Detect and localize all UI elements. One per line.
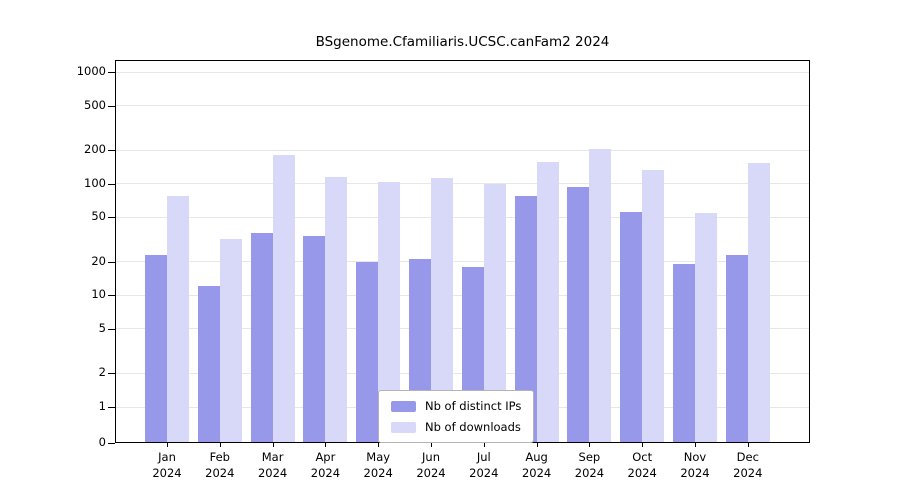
y-axis-tick-mark xyxy=(108,105,115,107)
y-axis-tick-label: 1000 xyxy=(76,64,106,78)
legend-swatch-ips xyxy=(391,400,416,412)
legend-label-ips: Nb of distinct IPs xyxy=(425,399,522,413)
y-axis-tick-label: 10 xyxy=(91,287,106,302)
y-axis-tick-mark xyxy=(108,407,115,408)
x-axis-tick-label: Aug 2024 xyxy=(521,450,552,481)
y-axis-tick-label: 100 xyxy=(84,175,106,190)
bar-distinct-ips xyxy=(673,264,695,443)
x-axis-tick-label: Oct 2024 xyxy=(627,450,657,481)
y-axis-tick-mark xyxy=(108,373,115,375)
chart-title: BSgenome.Cfamiliaris.UCSC.canFam2 2024 xyxy=(315,34,610,50)
chart-legend: Nb of distinct IPs Nb of downloads xyxy=(378,390,535,443)
gridline xyxy=(115,149,810,151)
x-axis-tick-mark xyxy=(272,443,274,447)
legend-item-downloads: Nb of downloads xyxy=(391,420,521,434)
y-axis-tick-label: 50 xyxy=(91,209,106,224)
legend-swatch-downloads xyxy=(391,421,416,433)
legend-item-distinct-ips: Nb of distinct IPs xyxy=(391,399,521,413)
y-axis-tick-mark xyxy=(108,217,115,219)
x-axis-tick-label: Jul 2024 xyxy=(469,450,499,481)
x-axis-tick-label: Feb 2024 xyxy=(205,450,235,481)
bar-downloads xyxy=(325,177,348,443)
y-axis-tick-mark xyxy=(108,443,115,444)
x-axis-tick-mark xyxy=(695,443,696,447)
bar-distinct-ips xyxy=(567,187,590,443)
bar-downloads xyxy=(272,155,295,443)
y-axis-tick-mark xyxy=(108,261,115,263)
bar-downloads xyxy=(167,195,189,443)
y-axis-tick-label: 1 xyxy=(98,399,106,413)
x-axis-tick-mark xyxy=(483,443,485,447)
x-axis-tick-label: Jan 2024 xyxy=(152,450,182,481)
y-axis-tick-label: 20 xyxy=(91,253,106,268)
legend-label-downloads: Nb of downloads xyxy=(425,420,521,434)
y-axis-tick-label: 5 xyxy=(98,320,106,335)
x-axis-tick-mark xyxy=(589,443,591,447)
x-axis-tick-mark xyxy=(642,443,644,447)
bar-distinct-ips xyxy=(725,254,748,443)
gridline xyxy=(115,71,810,73)
x-axis-tick-label: Jun 2024 xyxy=(416,450,446,481)
x-axis-tick-label: May 2024 xyxy=(363,450,393,481)
bar-downloads xyxy=(589,149,612,443)
bar-downloads xyxy=(536,162,559,443)
x-axis-tick-mark xyxy=(167,443,168,447)
x-axis-tick-label: Mar 2024 xyxy=(257,450,288,481)
x-axis-tick-label: Nov 2024 xyxy=(680,450,710,481)
x-axis-tick-mark xyxy=(325,443,327,447)
bar-downloads xyxy=(747,163,770,443)
x-axis-tick-mark xyxy=(747,443,749,447)
y-axis-tick-label: 500 xyxy=(84,97,106,112)
bar-distinct-ips xyxy=(145,254,167,443)
x-axis-tick-mark xyxy=(378,443,380,447)
bar-downloads xyxy=(642,169,665,443)
y-axis-tick-mark xyxy=(108,328,115,330)
gridline xyxy=(115,183,810,185)
y-axis-tick-label: 0 xyxy=(98,435,106,449)
x-axis-tick-label: Dec 2024 xyxy=(733,450,763,481)
x-axis-tick-mark xyxy=(431,443,432,447)
bar-downloads xyxy=(219,238,242,443)
y-axis-tick-mark xyxy=(108,72,115,73)
gridline xyxy=(115,261,810,263)
y-axis-tick-label: 200 xyxy=(84,142,106,157)
y-axis-tick-mark xyxy=(108,150,115,152)
bar-distinct-ips xyxy=(356,261,379,443)
bar-distinct-ips xyxy=(620,211,643,443)
x-axis-tick-mark xyxy=(536,443,538,447)
bar-downloads xyxy=(378,182,401,443)
bar-distinct-ips xyxy=(250,233,273,443)
bar-distinct-ips xyxy=(303,235,326,443)
bar-distinct-ips xyxy=(514,196,537,443)
gridline xyxy=(115,105,810,107)
y-axis-tick-mark xyxy=(108,183,115,185)
bar-downloads xyxy=(483,183,506,443)
bar-downloads xyxy=(695,212,717,443)
x-axis-tick-label: Apr 2024 xyxy=(310,450,341,481)
plot-area xyxy=(115,60,810,443)
y-axis-tick-mark xyxy=(108,295,115,297)
bar-downloads xyxy=(431,178,453,443)
gridline xyxy=(115,216,810,218)
x-axis-tick-label: Sep 2024 xyxy=(574,450,605,481)
bar-distinct-ips xyxy=(197,286,220,443)
x-axis-tick-mark xyxy=(219,443,221,447)
y-axis-tick-label: 2 xyxy=(98,365,106,380)
